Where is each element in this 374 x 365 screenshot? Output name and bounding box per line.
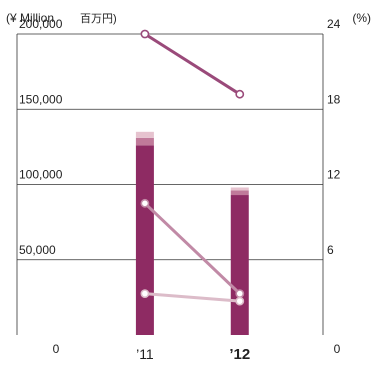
bar-0-2 <box>135 131 154 138</box>
right-unit-label: (%) <box>352 11 371 25</box>
right-tick-label-1: 6 <box>327 243 334 257</box>
category-label-1: ’12 <box>229 346 250 363</box>
left-tick-label-3: 150,000 <box>19 92 63 106</box>
line-point-2-0 <box>140 289 150 299</box>
left-tick-label-1: 50,000 <box>19 243 56 257</box>
bar-1-1 <box>230 190 249 196</box>
bar-1-2 <box>230 187 249 191</box>
right-tick-label-3: 18 <box>327 92 341 106</box>
right-tick-label-4: 24 <box>327 17 341 31</box>
left-tick-label-0: 0 <box>53 342 60 356</box>
line-point-1-1 <box>235 289 245 299</box>
line-point-2-1 <box>235 296 245 306</box>
line-point-0-1 <box>235 89 245 99</box>
left-tick-label-2: 100,000 <box>19 168 63 182</box>
line-point-1-0 <box>140 198 150 208</box>
line-point-0-0 <box>140 29 150 39</box>
left-unit-label: (¥ Million <box>6 11 54 25</box>
bar-0-0 <box>135 145 154 335</box>
line-series-1 <box>143 201 242 296</box>
right-tick-label-2: 12 <box>327 168 341 182</box>
left-unit-label-jp: 百万円) <box>80 13 117 25</box>
line-series-2 <box>143 292 242 303</box>
line-series-0 <box>143 32 242 96</box>
category-label-0: ’11 <box>136 346 154 362</box>
bar-1-0 <box>230 195 249 335</box>
right-tick-label-0: 0 <box>334 342 341 356</box>
bar-0-1 <box>135 137 154 146</box>
left-tick-label-4: 200,000 <box>19 17 63 31</box>
